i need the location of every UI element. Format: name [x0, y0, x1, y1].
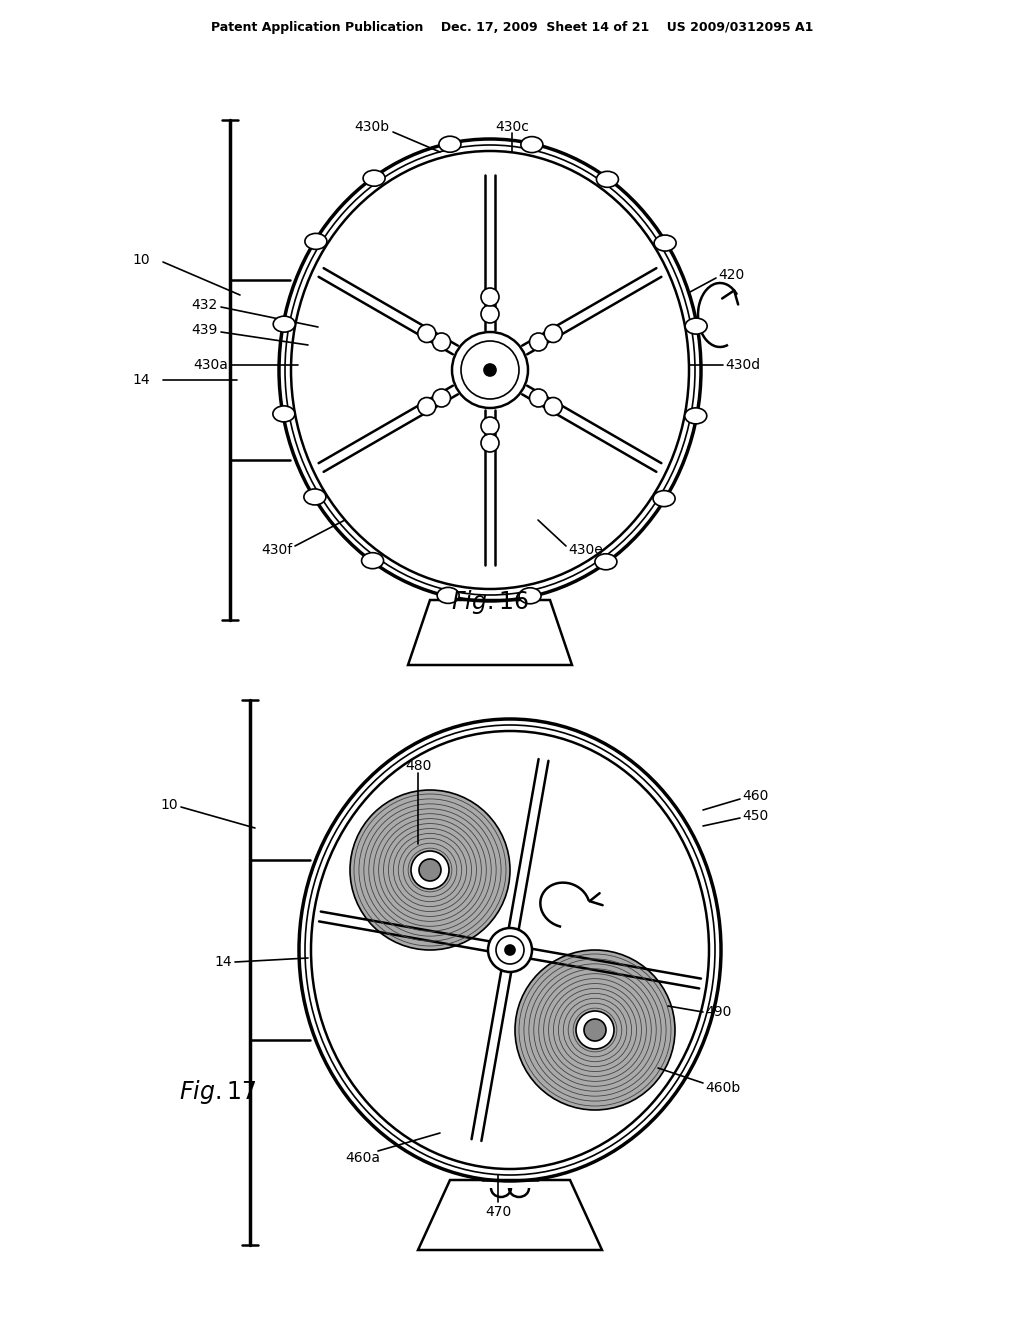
Circle shape	[419, 859, 441, 880]
Text: 10: 10	[132, 253, 150, 267]
Text: Patent Application Publication    Dec. 17, 2009  Sheet 14 of 21    US 2009/03120: Patent Application Publication Dec. 17, …	[211, 21, 813, 34]
Circle shape	[544, 325, 562, 342]
Text: 460a: 460a	[345, 1151, 381, 1166]
Circle shape	[529, 333, 548, 351]
Text: 439: 439	[191, 323, 218, 337]
Circle shape	[481, 305, 499, 323]
Text: 420: 420	[718, 268, 744, 282]
Ellipse shape	[653, 491, 675, 507]
Circle shape	[411, 851, 449, 888]
Ellipse shape	[519, 587, 541, 603]
Text: 430e: 430e	[568, 543, 603, 557]
Text: $\it{Fig.16}$: $\it{Fig.16}$	[452, 587, 529, 616]
Circle shape	[505, 945, 515, 954]
Text: 430b: 430b	[354, 120, 389, 135]
Text: 480: 480	[404, 759, 431, 774]
Ellipse shape	[272, 405, 295, 422]
Circle shape	[350, 789, 510, 950]
Circle shape	[584, 1019, 606, 1041]
Ellipse shape	[685, 408, 707, 424]
Text: 430f: 430f	[262, 543, 293, 557]
Ellipse shape	[595, 554, 616, 570]
Ellipse shape	[364, 170, 385, 186]
Circle shape	[529, 389, 548, 407]
Circle shape	[484, 364, 496, 376]
Text: 430c: 430c	[495, 120, 529, 135]
Circle shape	[481, 417, 499, 436]
Circle shape	[432, 389, 451, 407]
Circle shape	[544, 397, 562, 416]
Text: 460b: 460b	[705, 1081, 740, 1096]
Circle shape	[515, 950, 675, 1110]
Circle shape	[481, 434, 499, 451]
Text: $\it{Fig.17}$: $\it{Fig.17}$	[179, 1078, 257, 1106]
Text: 10: 10	[161, 799, 178, 812]
Circle shape	[481, 288, 499, 306]
Circle shape	[418, 397, 436, 416]
Text: 432: 432	[191, 298, 218, 312]
Text: 490: 490	[705, 1005, 731, 1019]
Circle shape	[432, 333, 451, 351]
Ellipse shape	[521, 136, 543, 153]
Text: 14: 14	[214, 954, 232, 969]
Ellipse shape	[439, 136, 461, 152]
Circle shape	[575, 1011, 614, 1049]
Ellipse shape	[304, 488, 326, 506]
Ellipse shape	[437, 587, 459, 603]
Text: 470: 470	[485, 1205, 511, 1218]
Text: 430d: 430d	[725, 358, 760, 372]
Text: 450: 450	[742, 809, 768, 822]
Ellipse shape	[685, 318, 708, 334]
Ellipse shape	[361, 553, 384, 569]
Circle shape	[418, 325, 436, 342]
Ellipse shape	[654, 235, 676, 251]
Text: 460: 460	[742, 789, 768, 803]
Text: 430a: 430a	[194, 358, 228, 372]
Ellipse shape	[305, 234, 327, 249]
Ellipse shape	[273, 317, 295, 333]
Text: 14: 14	[132, 374, 150, 387]
Ellipse shape	[596, 172, 618, 187]
